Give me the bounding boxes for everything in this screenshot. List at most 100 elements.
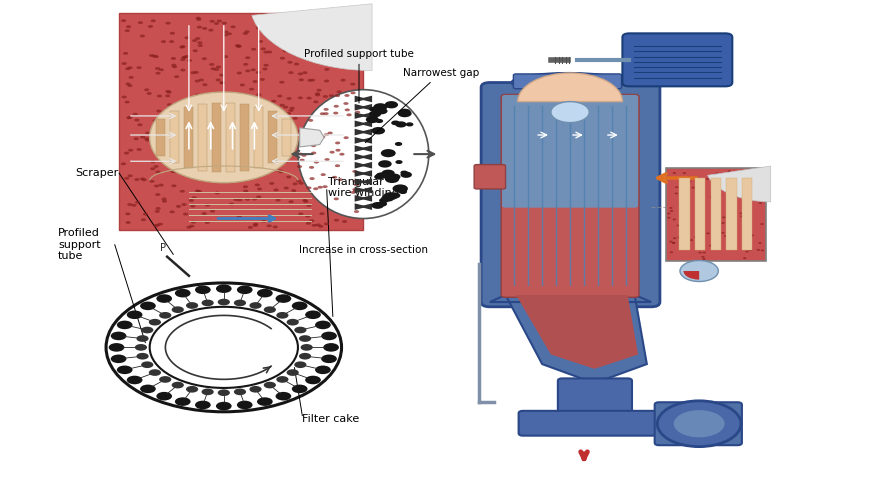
Circle shape	[150, 19, 156, 22]
Circle shape	[369, 107, 379, 112]
Circle shape	[335, 164, 340, 167]
Circle shape	[263, 50, 269, 53]
Circle shape	[682, 172, 686, 174]
Wedge shape	[252, 4, 372, 71]
Circle shape	[290, 17, 295, 20]
Circle shape	[106, 283, 341, 412]
Circle shape	[726, 207, 730, 209]
Ellipse shape	[512, 73, 625, 92]
Circle shape	[277, 95, 283, 97]
Circle shape	[669, 240, 673, 242]
Circle shape	[276, 392, 291, 400]
Circle shape	[129, 76, 134, 79]
Circle shape	[173, 127, 178, 130]
Circle shape	[305, 130, 311, 132]
Circle shape	[237, 72, 242, 74]
Circle shape	[250, 68, 255, 71]
Circle shape	[138, 21, 144, 24]
Circle shape	[760, 223, 764, 225]
Circle shape	[191, 111, 196, 114]
Circle shape	[306, 204, 312, 207]
Circle shape	[210, 210, 215, 213]
Circle shape	[124, 152, 130, 155]
Circle shape	[183, 213, 188, 216]
Polygon shape	[354, 162, 367, 168]
Polygon shape	[354, 170, 367, 177]
Wedge shape	[708, 166, 771, 202]
Circle shape	[292, 182, 298, 185]
Circle shape	[701, 256, 704, 258]
Circle shape	[156, 72, 161, 74]
Circle shape	[143, 213, 148, 216]
Circle shape	[267, 225, 272, 228]
Circle shape	[287, 369, 298, 376]
Circle shape	[219, 96, 224, 98]
Circle shape	[257, 289, 273, 298]
Polygon shape	[359, 120, 372, 127]
Circle shape	[225, 103, 230, 106]
Circle shape	[289, 109, 294, 112]
Circle shape	[298, 72, 303, 75]
Circle shape	[353, 189, 358, 192]
Circle shape	[196, 18, 201, 21]
Circle shape	[746, 200, 749, 202]
Circle shape	[301, 154, 306, 157]
Circle shape	[378, 160, 392, 168]
Polygon shape	[359, 204, 372, 210]
Circle shape	[155, 224, 160, 227]
Circle shape	[228, 131, 233, 134]
Circle shape	[743, 257, 746, 259]
Polygon shape	[354, 137, 367, 144]
Circle shape	[298, 78, 304, 81]
Circle shape	[247, 160, 252, 163]
Circle shape	[179, 171, 185, 174]
Circle shape	[229, 110, 234, 113]
Circle shape	[135, 201, 140, 204]
Circle shape	[280, 57, 285, 60]
Circle shape	[270, 147, 276, 150]
Circle shape	[283, 49, 288, 52]
Circle shape	[200, 115, 206, 118]
Circle shape	[255, 26, 261, 29]
Circle shape	[155, 193, 160, 196]
Circle shape	[198, 44, 203, 47]
Circle shape	[721, 232, 724, 234]
Circle shape	[277, 117, 283, 120]
Circle shape	[223, 55, 228, 58]
Circle shape	[128, 149, 133, 152]
Circle shape	[284, 187, 289, 190]
Circle shape	[149, 54, 154, 57]
Circle shape	[304, 140, 309, 143]
Circle shape	[265, 158, 270, 161]
Circle shape	[346, 113, 352, 116]
Circle shape	[337, 34, 342, 36]
Circle shape	[153, 119, 158, 122]
Circle shape	[309, 166, 314, 169]
Circle shape	[236, 216, 242, 218]
Circle shape	[228, 93, 233, 96]
Circle shape	[241, 171, 246, 174]
Circle shape	[703, 258, 706, 260]
Text: Increase in cross-section: Increase in cross-section	[299, 245, 428, 255]
Circle shape	[350, 64, 355, 67]
Circle shape	[279, 104, 284, 107]
Circle shape	[253, 224, 258, 227]
Circle shape	[236, 99, 242, 102]
Circle shape	[211, 67, 216, 70]
Circle shape	[318, 225, 324, 228]
Circle shape	[231, 130, 236, 132]
Circle shape	[215, 79, 220, 82]
Circle shape	[374, 174, 384, 180]
Circle shape	[195, 190, 200, 192]
Circle shape	[672, 242, 676, 244]
Circle shape	[141, 361, 153, 368]
Circle shape	[223, 151, 228, 154]
Circle shape	[248, 166, 254, 168]
Circle shape	[290, 37, 295, 40]
Circle shape	[276, 294, 291, 303]
Circle shape	[733, 189, 737, 191]
Circle shape	[279, 81, 284, 84]
Circle shape	[149, 369, 161, 376]
Circle shape	[263, 382, 276, 388]
Circle shape	[221, 174, 227, 177]
